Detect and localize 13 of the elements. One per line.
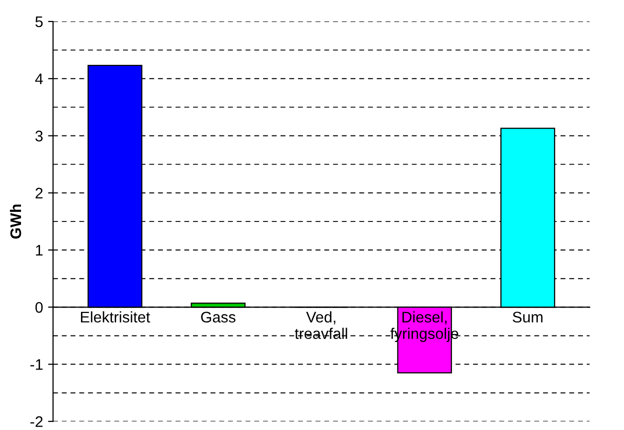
- y-tick-label: 0: [35, 302, 43, 313]
- x-tick-label: Ved, treavfall: [294, 311, 348, 339]
- y-tick-label: 4: [35, 74, 43, 84]
- x-tick-label: Elektrisitet: [80, 311, 150, 323]
- y-tick-label: 5: [35, 16, 43, 28]
- y-tick-label: -1: [30, 359, 43, 370]
- y-tick-label: -2: [30, 416, 43, 427]
- y-tick-label: 1: [36, 245, 43, 256]
- x-tick-label: Gass: [201, 312, 236, 323]
- x-tick-label: Sum: [512, 312, 542, 323]
- y-tick-label: 3: [35, 130, 43, 142]
- y-axis-title: GWh: [10, 204, 22, 239]
- y-tick-label: 2: [36, 188, 43, 198]
